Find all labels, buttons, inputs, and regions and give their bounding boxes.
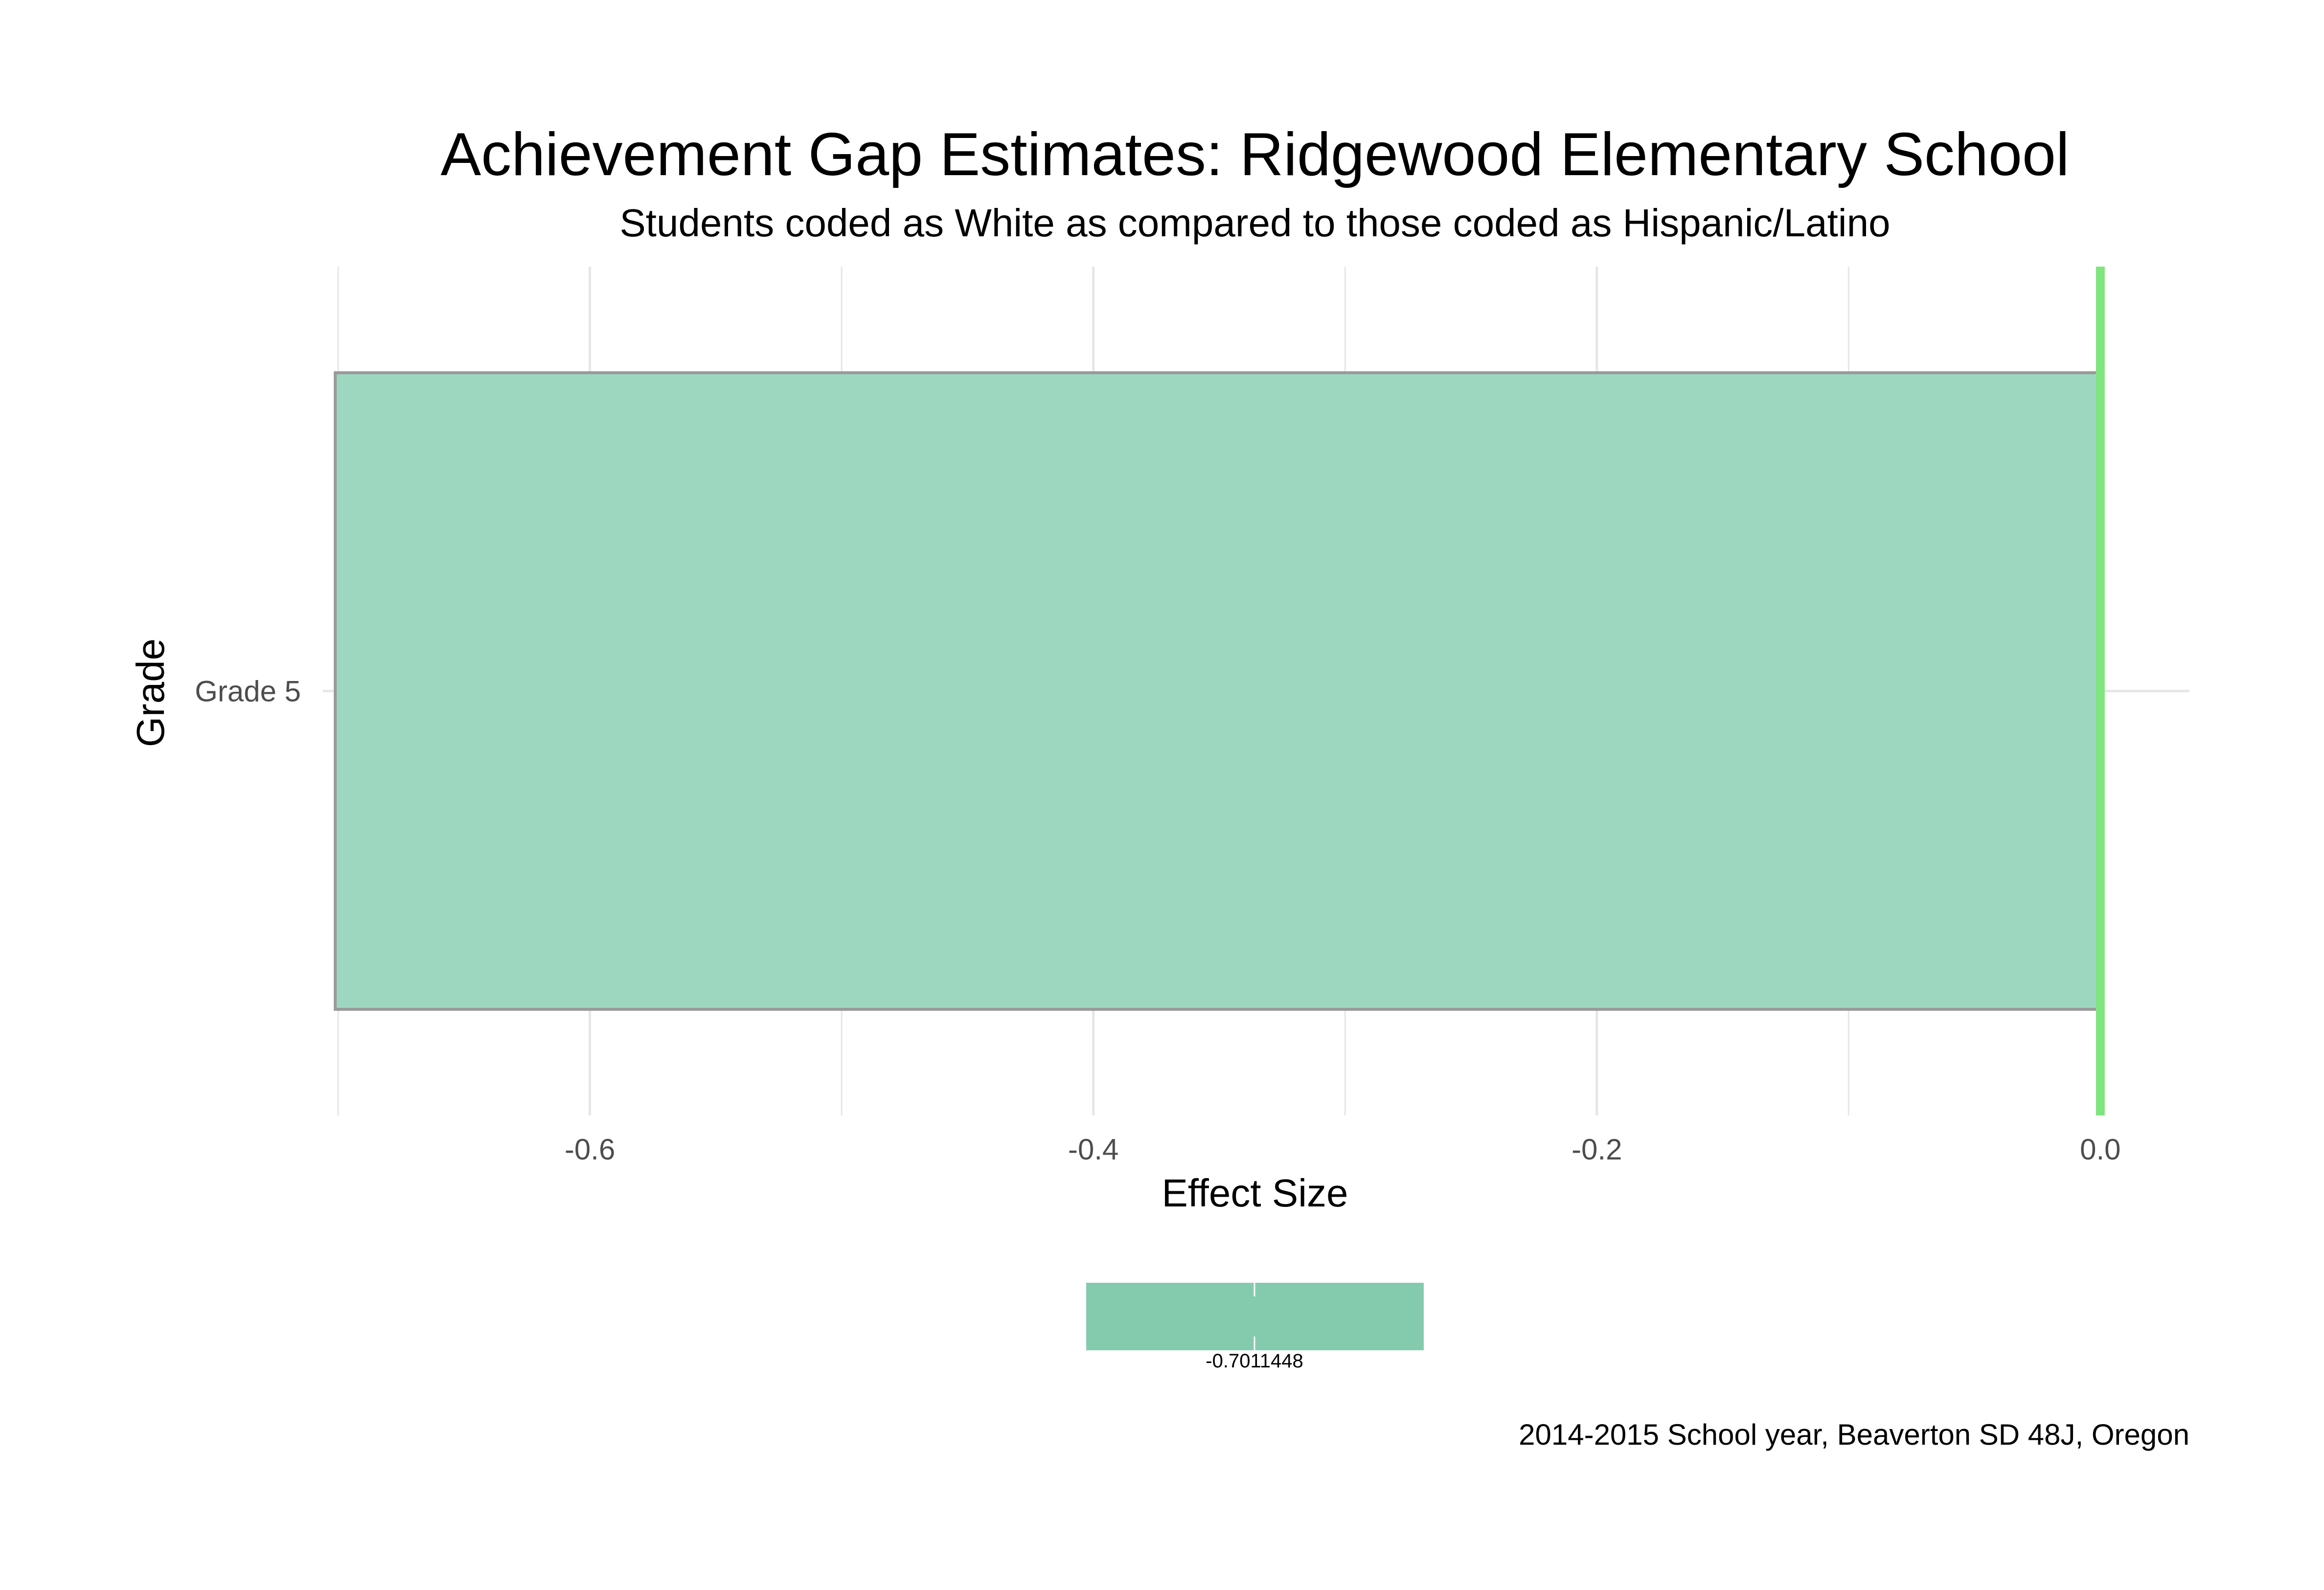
x-tick-label: -0.6 bbox=[565, 1133, 615, 1166]
caption: 2014-2015 School year, Beaverton SD 48J,… bbox=[1519, 1418, 2189, 1451]
x-axis-title: Effect Size bbox=[1162, 1171, 1348, 1215]
x-tick-label: -0.2 bbox=[1572, 1133, 1622, 1166]
y-axis-title: Grade bbox=[129, 638, 172, 747]
legend-label: -0.7011448 bbox=[1206, 1350, 1303, 1372]
x-tick-label: -0.4 bbox=[1068, 1133, 1118, 1166]
bar-layer bbox=[334, 267, 2105, 1115]
chart-title: Achievement Gap Estimates: Ridgewood Ele… bbox=[441, 121, 2070, 188]
bar bbox=[334, 371, 2102, 1011]
x-tick-label: 0.0 bbox=[2080, 1133, 2120, 1166]
chart-subtitle: Students coded as White as compared to t… bbox=[619, 201, 1890, 245]
y-tick-label: Grade 5 bbox=[195, 675, 301, 708]
legend: -0.7011448 bbox=[1086, 1283, 1424, 1372]
tick-layer: -0.6 -0.4 -0.2 0.0 Grade 5 bbox=[195, 675, 2120, 1166]
